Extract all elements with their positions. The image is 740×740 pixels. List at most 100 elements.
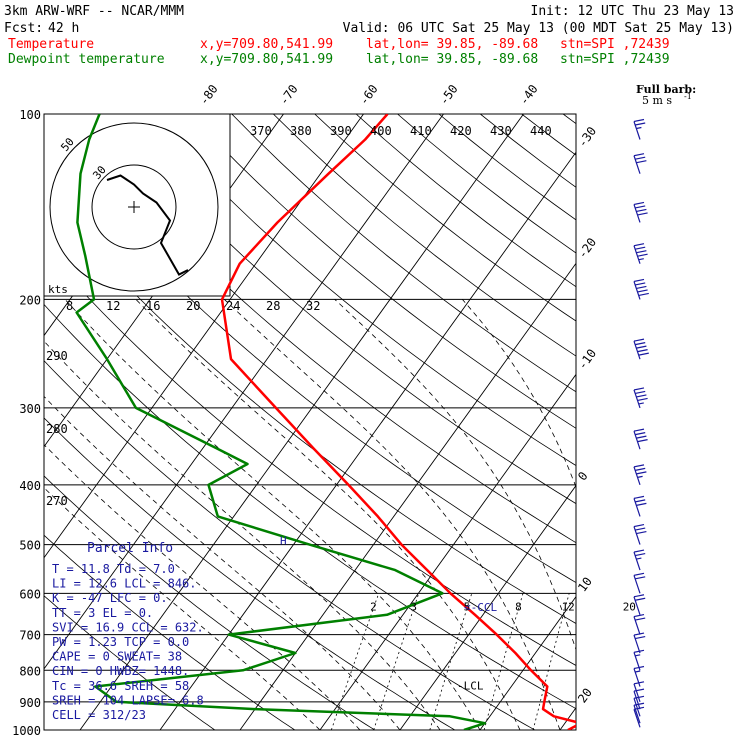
dry-adiabat <box>521 114 576 156</box>
legend-temperature: Temperature <box>8 37 94 52</box>
hodograph-ring <box>49 122 219 292</box>
theta-label: 370 <box>250 124 272 138</box>
pressure-label-500: 500 <box>19 539 41 553</box>
theta-label: 440 <box>530 124 552 138</box>
moist-adiabat <box>64 299 481 730</box>
isotherm-label: 10 <box>575 575 595 595</box>
moist-adiabat <box>135 299 521 730</box>
wind-barb <box>633 632 646 654</box>
dry-adiabat <box>148 114 576 467</box>
dry-adiabat <box>44 138 576 584</box>
dry-adiabat <box>438 114 576 221</box>
isotherm-label: -10 <box>575 346 599 372</box>
legend-temperature-station: stn=SPI ,72439 <box>560 37 670 52</box>
dry-adiabat <box>44 248 576 666</box>
isotherm-line <box>239 262 576 730</box>
wind-barb <box>633 278 649 300</box>
legend-dewpoint-xy: x,y=709.80,541.99 <box>200 52 333 67</box>
wind-barb <box>633 613 646 635</box>
wind-barb <box>633 201 648 223</box>
mixing-ratio-label: 3 <box>410 600 417 613</box>
moist-adiabat <box>462 299 576 489</box>
pressure-label-400: 400 <box>19 479 41 493</box>
isotherm-label: -80 <box>197 82 221 108</box>
theta-label: 430 <box>490 124 512 138</box>
isotherm-label: -20 <box>575 235 599 261</box>
forecast-label: Fcst: <box>4 21 43 36</box>
isotherm-line <box>720 114 740 730</box>
hodograph-frame <box>43 113 231 297</box>
pressure-label-700: 700 <box>19 629 41 643</box>
theta-label: 410 <box>410 124 432 138</box>
lcl-marker: -LCL <box>457 679 484 692</box>
mixing-ratio-label: 12 <box>562 600 575 613</box>
dry-adiabat <box>44 303 576 710</box>
dry-adiabat <box>44 475 376 730</box>
parcel-info-panel: Parcel Info T = 11.8 Td = 7.0LI = 12.6 L… <box>52 541 204 722</box>
ccl-marker: <-CCL <box>464 601 497 614</box>
mixing-ratio-line <box>373 593 420 730</box>
theta-e-label: 280 <box>46 422 68 436</box>
init-time: Init: 12 UTC Thu 23 May 13 <box>531 4 735 19</box>
mixing-ratio-label: 5 <box>464 600 471 613</box>
hodograph-axis-label: 24 <box>226 299 240 313</box>
dry-adiabat <box>44 360 535 730</box>
theta-label: 380 <box>290 124 312 138</box>
theta-label: 420 <box>450 124 472 138</box>
dry-adiabat <box>44 595 216 730</box>
hodograph-axis-label: 12 <box>106 299 120 313</box>
valid-time: Valid: 06 UTC Sat 25 May 13 (00 MDT Sat … <box>343 21 734 36</box>
parcel-info-line: LI = 12.6 LCL = 846. <box>52 577 197 591</box>
isotherm-label: -60 <box>357 82 381 108</box>
mixing-ratio-line <box>598 593 630 730</box>
mixing-ratio-line <box>532 593 570 730</box>
legend-dewpoint-station: stn=SPI ,72439 <box>560 52 670 67</box>
wind-barb <box>633 428 648 450</box>
barb-key-unit-exponent: -1 <box>684 92 692 101</box>
theta-label: 400 <box>370 124 392 138</box>
hodograph-axis-label: 32 <box>306 299 320 313</box>
barb-key-speed: 5 m s <box>642 94 672 107</box>
wind-barb <box>633 464 647 486</box>
legend-temperature-xy: x,y=709.80,541.99 <box>200 37 333 52</box>
parcel-info-line: PW = 1.23 TCP = 0.0 <box>52 635 189 649</box>
moist-adiabat <box>44 487 321 730</box>
moist-adiabat <box>44 340 441 730</box>
dry-adiabat <box>44 193 576 624</box>
legend-temperature-latlon: lat,lon= 39.85, -89.68 <box>366 37 538 52</box>
mixing-ratio-line <box>330 593 380 730</box>
wind-barb <box>633 523 647 545</box>
dry-adiabat <box>44 534 296 730</box>
isotherm-label: 0 <box>575 469 591 483</box>
hodograph-axis-label: 20 <box>186 299 200 313</box>
legend-dewpoint-latlon: lat,lon= 39.85, -89.68 <box>366 52 538 67</box>
isotherm-label: -70 <box>277 82 301 108</box>
isotherm-line <box>399 484 576 730</box>
el-marker: H <box>280 535 287 548</box>
isotherm-line <box>319 373 576 730</box>
hodograph-ring <box>91 164 177 250</box>
mixing-ratio-label: 20 <box>623 600 636 613</box>
hodograph-trace <box>106 174 189 276</box>
model-title: 3km ARW-WRF -- NCAR/MMM <box>4 4 184 19</box>
wind-barb <box>633 338 649 360</box>
parcel-info-title: Parcel Info <box>87 541 173 556</box>
dry-adiabat <box>605 114 740 730</box>
isotherm-line <box>44 114 444 670</box>
isotherm-line <box>159 151 576 730</box>
pressure-label-300: 300 <box>19 402 41 416</box>
isotherm-label: -30 <box>575 124 599 150</box>
parcel-info-line: K = -47 LFC = 0. <box>52 591 168 605</box>
wind-barb <box>633 495 647 517</box>
dry-adiabat <box>355 114 576 288</box>
pressure-label-1000: 1000 <box>12 724 41 738</box>
hodograph-axis-label: 16 <box>146 299 160 313</box>
moist-adiabat <box>44 444 361 730</box>
isotherm-line <box>44 114 364 559</box>
wind-barbs <box>633 118 649 728</box>
dry-adiabat <box>273 114 576 357</box>
hodograph-axis-label: 28 <box>266 299 280 313</box>
parcel-info-line: CIN = 0 HWBZ= 1448. <box>52 664 189 678</box>
